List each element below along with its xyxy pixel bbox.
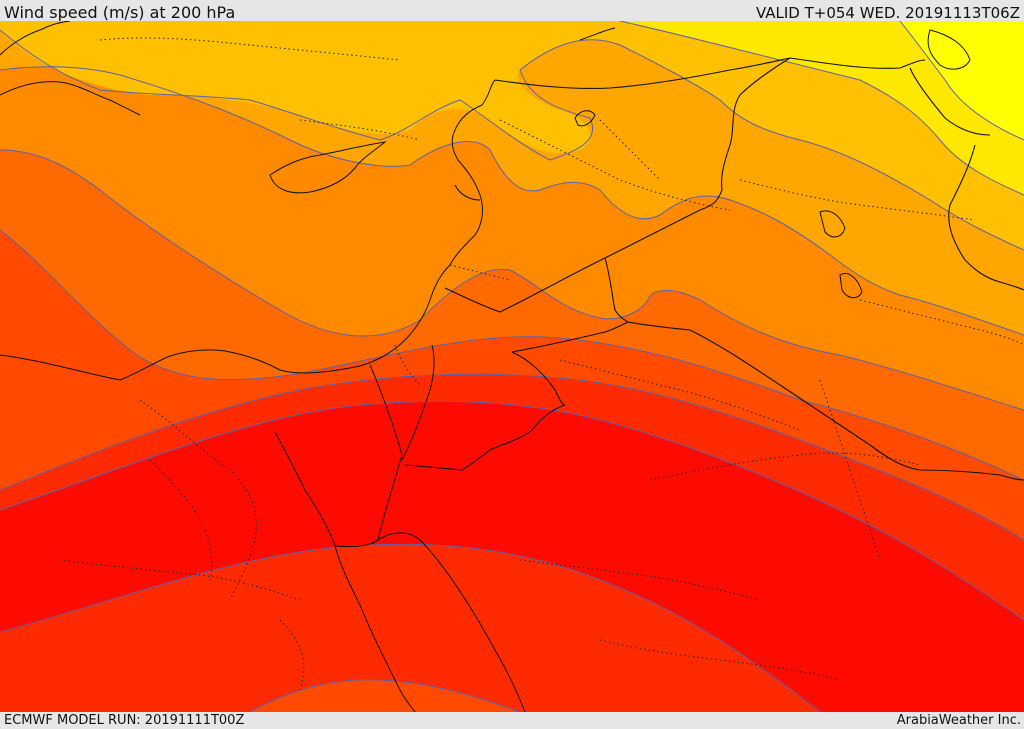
band-amber xyxy=(0,21,1024,250)
band-yellow xyxy=(900,21,1024,140)
wind-speed-map xyxy=(0,21,1024,712)
isotach-lines xyxy=(0,21,1024,712)
band-red-orange-south xyxy=(250,679,520,712)
footer-bar xyxy=(0,712,1024,729)
map-title: Wind speed (m/s) at 200 hPa xyxy=(4,3,236,22)
national-borders xyxy=(404,57,1024,481)
header-bar xyxy=(0,0,1024,21)
model-run-label: ECMWF MODEL RUN: 20191111T00Z xyxy=(4,713,245,728)
coastlines xyxy=(0,21,971,712)
band-light-yellow xyxy=(620,21,1024,195)
province-boundaries xyxy=(59,37,1024,691)
band-red-south xyxy=(0,544,1024,712)
valid-time: VALID T+054 WED. 20191113T06Z xyxy=(755,4,1020,22)
credit-label: ArabiaWeather Inc. xyxy=(896,713,1021,728)
